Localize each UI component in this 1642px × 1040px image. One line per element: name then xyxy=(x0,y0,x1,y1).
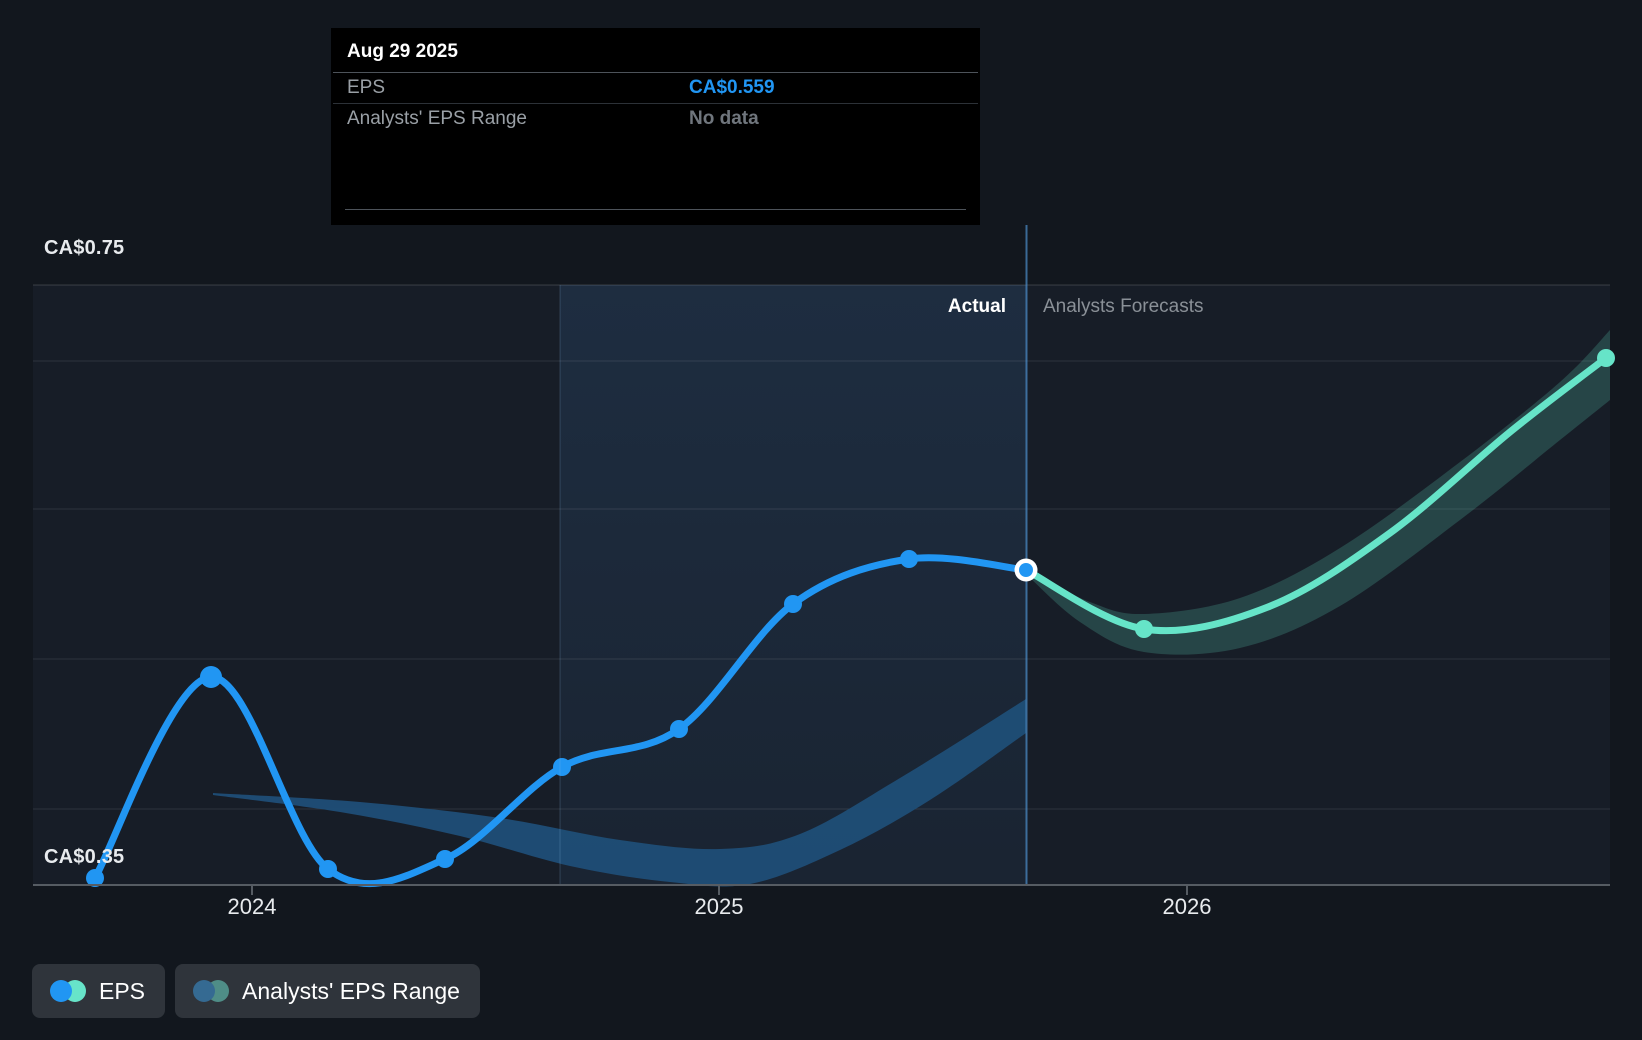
legend-range-label: Analysts' EPS Range xyxy=(242,977,460,1004)
eps-series-icon xyxy=(50,980,86,1002)
hovered-point xyxy=(1019,563,1033,577)
eps-data-point xyxy=(900,550,918,568)
chart-legend: EPS Analysts' EPS Range xyxy=(32,964,480,1018)
tooltip-range-value: No data xyxy=(689,108,759,129)
analysts-range-series-icon xyxy=(193,980,230,1002)
eps-data-point xyxy=(436,850,454,868)
eps-data-point xyxy=(319,860,337,878)
eps-data-point xyxy=(670,720,688,738)
tooltip-eps-label: EPS xyxy=(347,77,386,98)
hover-tooltip: Aug 29 2025 EPS CA$0.559 Analysts' EPS R… xyxy=(331,28,980,225)
y-axis-label-top: CA$0.75 xyxy=(44,237,125,259)
x-axis-label-2025: 2025 xyxy=(694,894,744,919)
tooltip-row-eps: EPS CA$0.559 xyxy=(333,72,978,103)
tooltip-bottom-divider xyxy=(345,209,966,210)
x-axis-label-2024: 2024 xyxy=(227,894,277,919)
forecast-data-point xyxy=(1135,620,1153,638)
actual-hover-region xyxy=(560,285,1027,885)
eps-data-point xyxy=(86,869,104,887)
tooltip-date-title: Aug 29 2025 xyxy=(347,41,458,62)
eps-data-point xyxy=(200,666,222,688)
eps-data-point xyxy=(553,758,571,776)
tooltip-row-range: Analysts' EPS Range No data xyxy=(333,103,978,134)
x-axis-label-2026: 2026 xyxy=(1162,894,1212,919)
eps-data-point xyxy=(784,595,802,613)
actual-region-label: Actual xyxy=(947,296,1006,317)
tooltip-eps-value: CA$0.559 xyxy=(689,77,775,98)
legend-eps-label: EPS xyxy=(99,977,146,1004)
y-axis-label-bottom: CA$0.35 xyxy=(44,846,125,868)
tooltip-range-label: Analysts' EPS Range xyxy=(347,108,527,129)
analysts-range-band-actual xyxy=(213,699,1026,887)
legend-item-analysts-eps-range[interactable]: Analysts' EPS Range xyxy=(175,964,480,1018)
forecast-region-label: Analysts Forecasts xyxy=(1043,296,1204,317)
forecast-data-point xyxy=(1597,349,1615,367)
forecast-eps-line xyxy=(1022,354,1610,635)
analysts-range-band-forecast xyxy=(1026,330,1610,655)
legend-item-eps[interactable]: EPS xyxy=(32,964,166,1018)
